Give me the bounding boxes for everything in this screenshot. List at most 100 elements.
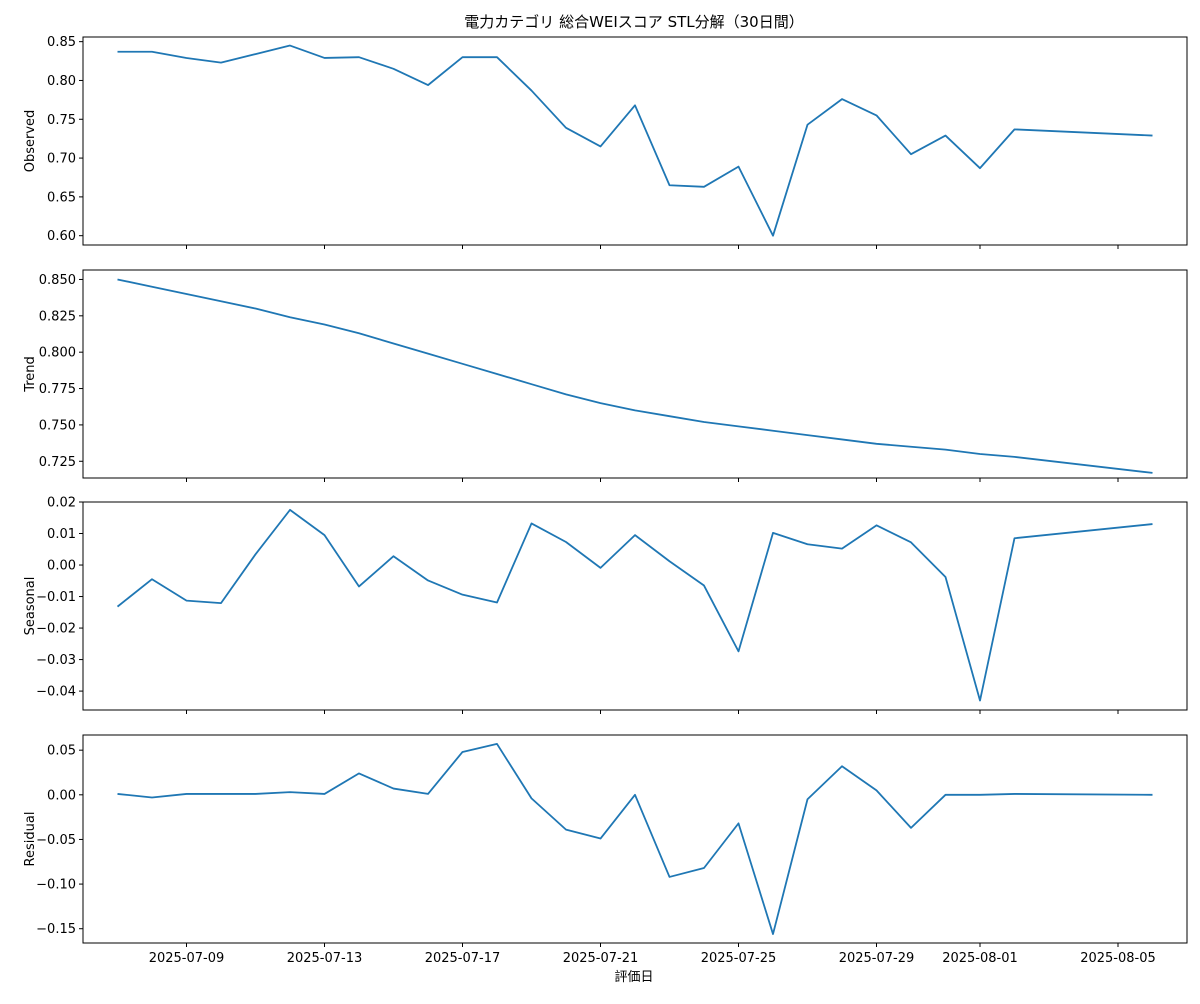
x-tick-label: 2025-07-29 (839, 951, 915, 966)
data-point (668, 876, 670, 878)
data-point (772, 234, 774, 236)
data-point (530, 522, 532, 524)
data-point (875, 443, 877, 445)
data-point (634, 409, 636, 411)
data-point (289, 44, 291, 46)
data-point (427, 352, 429, 354)
panel-residual: 0.05 0.00 −0.05 −0.10 −0.15 Residual (23, 734, 1188, 947)
data-point (185, 599, 187, 601)
x-axis: 2025-07-09 2025-07-13 2025-07-17 2025-07-21… (149, 951, 1156, 966)
data-point (185, 57, 187, 59)
data-point (461, 593, 463, 595)
plot-frame (82, 734, 1188, 944)
data-point (220, 61, 222, 63)
data-point (1151, 472, 1153, 474)
data-point (944, 576, 946, 578)
data-point (289, 316, 291, 318)
data-point (530, 797, 532, 799)
data-point (358, 585, 360, 587)
data-point (289, 509, 291, 511)
y-tick-label: −0.03 (36, 653, 76, 668)
data-point (599, 837, 601, 839)
data-point (979, 699, 981, 701)
data-point (461, 751, 463, 753)
panel-trend: 0.850 0.825 0.800 0.775 0.750 0.725 Trend (23, 269, 1188, 482)
x-axis-label: 評価日 (614, 970, 653, 985)
data-point (634, 104, 636, 106)
data-point (737, 165, 739, 167)
data-point (427, 793, 429, 795)
y-tick-label: 0.825 (39, 309, 76, 324)
data-point (841, 438, 843, 440)
data-point (1013, 456, 1015, 458)
data-point (910, 827, 912, 829)
data-point (220, 602, 222, 604)
y-tick-label: 0.800 (39, 346, 76, 361)
data-point (565, 127, 567, 129)
data-point (185, 293, 187, 295)
x-tick-label: 2025-08-05 (1080, 951, 1156, 966)
data-point (979, 453, 981, 455)
data-point (1151, 794, 1153, 796)
y-tick-label: −0.05 (36, 833, 76, 848)
data-point (151, 578, 153, 580)
data-point (875, 114, 877, 116)
data-point (151, 286, 153, 288)
data-point (358, 56, 360, 58)
data-point (703, 421, 705, 423)
y-tick-label: 0.02 (47, 496, 76, 511)
data-point (806, 124, 808, 126)
x-tick-label: 2025-07-21 (563, 951, 639, 966)
data-point (565, 541, 567, 543)
panel-observed: 0.85 0.80 0.75 0.70 0.65 0.60 Observed (23, 35, 1188, 249)
data-point (910, 153, 912, 155)
data-point (668, 415, 670, 417)
data-point (599, 402, 601, 404)
series-line-observed (117, 44, 1153, 237)
data-point (599, 567, 601, 569)
y-tick-label: 0.725 (39, 455, 76, 470)
data-point (634, 534, 636, 536)
data-point (1151, 134, 1153, 136)
data-point (323, 534, 325, 536)
data-point (979, 167, 981, 169)
series-line-seasonal (116, 508, 1153, 702)
y-tick-label: 0.00 (47, 559, 76, 574)
data-point (116, 51, 118, 53)
data-point (323, 793, 325, 795)
y-axis-label: Observed (23, 110, 38, 173)
data-point (703, 186, 705, 188)
data-point (254, 53, 256, 55)
data-point (496, 373, 498, 375)
data-point (668, 560, 670, 562)
data-point (116, 278, 118, 280)
data-point (737, 650, 739, 652)
plot-frame (82, 269, 1188, 479)
data-point (979, 794, 981, 796)
data-point (1013, 793, 1015, 795)
data-point (289, 791, 291, 793)
plot-frame (82, 501, 1188, 711)
x-tick-label: 2025-08-01 (942, 951, 1018, 966)
data-point (185, 793, 187, 795)
data-point (151, 796, 153, 798)
data-point (220, 793, 222, 795)
data-point (599, 145, 601, 147)
y-tick-label: 0.00 (47, 788, 76, 803)
data-point (358, 332, 360, 334)
data-point (530, 89, 532, 91)
panels-group: 0.850.800.750.700.650.60Observed0.8500.8… (23, 35, 1188, 947)
data-point (323, 57, 325, 59)
data-point (1013, 128, 1015, 130)
y-axis-label: Residual (23, 812, 38, 867)
data-point (530, 383, 532, 385)
data-point (841, 547, 843, 549)
data-point (875, 524, 877, 526)
data-point (392, 787, 394, 789)
data-point (254, 307, 256, 309)
data-point (427, 84, 429, 86)
data-point (1151, 523, 1153, 525)
data-point (772, 933, 774, 935)
x-tick-label: 2025-07-09 (149, 951, 225, 966)
data-point (116, 793, 118, 795)
